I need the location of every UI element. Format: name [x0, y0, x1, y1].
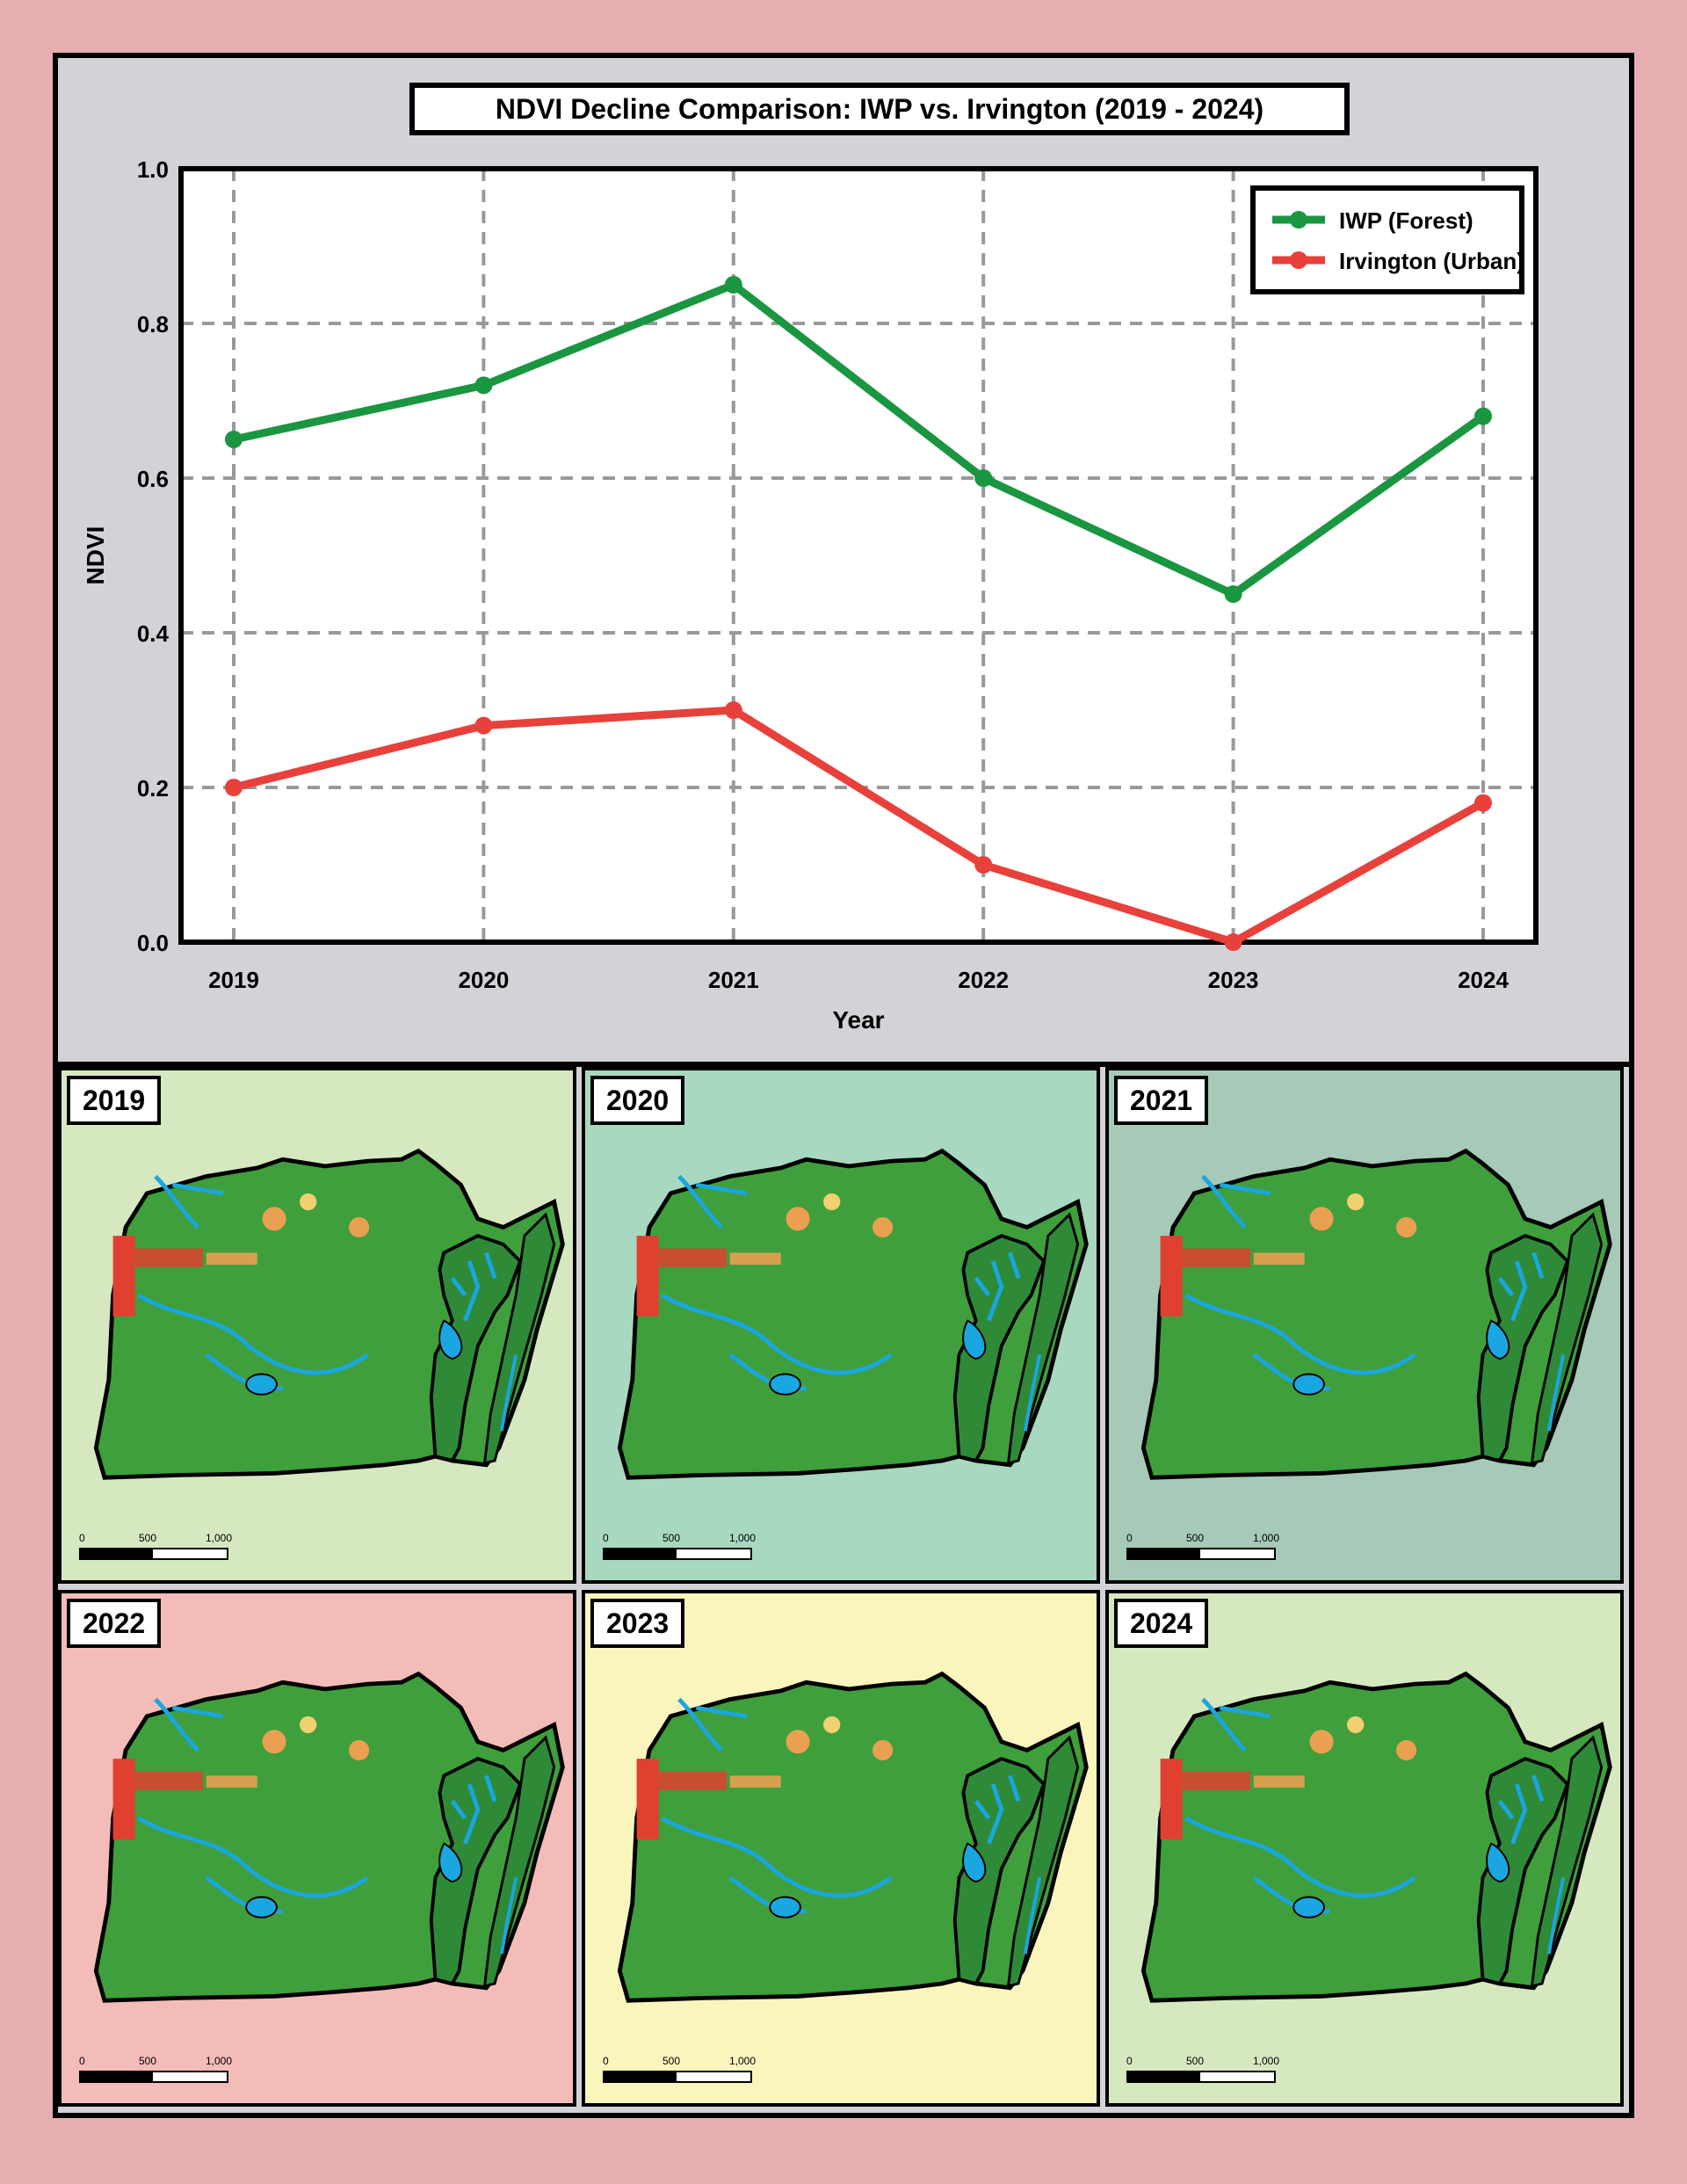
legend-marker — [1290, 251, 1307, 269]
map-year-label: 2024 — [1114, 1599, 1209, 1648]
map-year-label: 2020 — [590, 1076, 685, 1125]
chart-title: NDVI Decline Comparison: IWP vs. Irvingt… — [409, 83, 1350, 135]
scale-bar-graphic — [79, 1548, 228, 1560]
scale-bar: 0 500 1,000 m — [79, 2055, 232, 2090]
ndvi-map — [93, 1148, 565, 1480]
scale-label: 500 — [662, 1532, 681, 1544]
x-tick-label: 2024 — [1458, 967, 1509, 993]
data-point — [724, 276, 742, 294]
scale-bar: 0 500 1,000 m — [79, 1532, 232, 1567]
data-point — [1474, 407, 1492, 425]
y-tick-label: 0.8 — [137, 311, 169, 337]
ndvi-map-panel: 2022 0 500 1,000 m — [58, 1590, 576, 2107]
ndvi-map-grid: 2019 0 500 1,000 m — [58, 1067, 1629, 2113]
legend-entry: Irvington (Urban) — [1339, 248, 1524, 274]
scale-label: 0 — [603, 1532, 609, 1544]
y-tick-label: 0.6 — [137, 466, 169, 492]
scale-label: 500 — [1186, 1532, 1205, 1544]
plot-border — [178, 166, 1539, 945]
scale-bar-graphic — [79, 2071, 228, 2083]
scale-label: 500 — [139, 1532, 157, 1544]
y-axis-label: NDVI — [82, 526, 109, 585]
map-year-label: 2021 — [1114, 1076, 1209, 1125]
ndvi-map-panel: 2023 0 500 1,000 m — [582, 1590, 1100, 2107]
x-tick-label: 2019 — [208, 967, 259, 993]
legend-entry: IWP (Forest) — [1339, 207, 1473, 234]
scale-bar-graphic — [603, 1548, 752, 1560]
x-axis-label: Year — [832, 1006, 884, 1034]
ndvi-map — [1140, 1148, 1612, 1480]
data-point — [225, 779, 243, 796]
plot-area — [181, 169, 1536, 942]
scale-label: 500 — [1186, 2055, 1205, 2067]
ndvi-map — [617, 1148, 1089, 1480]
scale-label: 500 — [662, 2055, 681, 2067]
scale-bar-graphic — [1126, 2071, 1276, 2083]
map-year-label: 2023 — [590, 1599, 685, 1648]
chart-panel: 0.0 0.2 0.4 0.6 0.8 1.0 2019 2020 2021 2022 2023 20… — [58, 58, 1629, 1067]
x-tick-label: 2021 — [708, 967, 759, 993]
series-line — [233, 280, 1486, 599]
scale-label: 0 — [79, 2055, 85, 2067]
ndvi-map — [93, 1671, 565, 2003]
y-tick-label: 0.0 — [137, 930, 169, 956]
scale-bar: 0 500 1,000 m — [1126, 2055, 1279, 2090]
scale-bar: 0 500 1,000 m — [603, 1532, 756, 1567]
series-line — [232, 706, 1486, 947]
scale-label: 0 — [79, 1532, 85, 1544]
ndvi-map-panel: 2021 0 500 1,000 m — [1105, 1067, 1624, 1584]
data-point — [974, 856, 993, 874]
data-point — [1224, 585, 1242, 603]
scale-label: 500 — [139, 2055, 157, 2067]
map-year-label: 2019 — [67, 1076, 162, 1125]
data-point — [225, 431, 243, 448]
ndvi-map-panel: 2019 0 500 1,000 m — [58, 1067, 576, 1584]
scale-bar-graphic — [1126, 1548, 1276, 1560]
ndvi-map — [617, 1671, 1089, 2003]
scale-label: 0 — [1126, 2055, 1133, 2067]
y-tick-label: 0.4 — [137, 620, 170, 647]
x-tick-label: 2023 — [1208, 967, 1259, 993]
x-tick-label: 2020 — [458, 967, 509, 993]
y-tick-label: 0.2 — [137, 775, 169, 802]
ndvi-line-chart: 0.0 0.2 0.4 0.6 0.8 1.0 2019 2020 2021 2022 2023 20… — [82, 156, 1539, 1034]
scale-bar: 0 500 1,000 m — [1126, 1532, 1279, 1567]
x-tick-label: 2022 — [958, 967, 1009, 993]
ndvi-map — [1140, 1671, 1612, 2003]
data-point — [974, 469, 993, 487]
scale-label: 0 — [1126, 1532, 1133, 1544]
scale-bar: 0 500 1,000 m — [603, 2055, 756, 2090]
legend-marker — [1290, 211, 1307, 229]
ndvi-map-panel: 2024 0 500 1,000 m — [1105, 1590, 1624, 2107]
scale-label: 0 — [603, 2055, 609, 2067]
ndvi-map-panel: 2020 0 500 1,000 m — [582, 1067, 1100, 1584]
legend — [1250, 185, 1524, 294]
scale-bar-graphic — [603, 2071, 752, 2083]
data-point — [1224, 933, 1242, 951]
y-tick-label: 1.0 — [137, 156, 169, 183]
map-year-label: 2022 — [67, 1599, 162, 1648]
data-point — [474, 716, 493, 735]
data-point — [1474, 794, 1492, 812]
data-point — [724, 701, 742, 719]
data-point — [474, 376, 493, 395]
figure-frame: 0.0 0.2 0.4 0.6 0.8 1.0 2019 2020 2021 2022 2023 20… — [53, 53, 1634, 2118]
